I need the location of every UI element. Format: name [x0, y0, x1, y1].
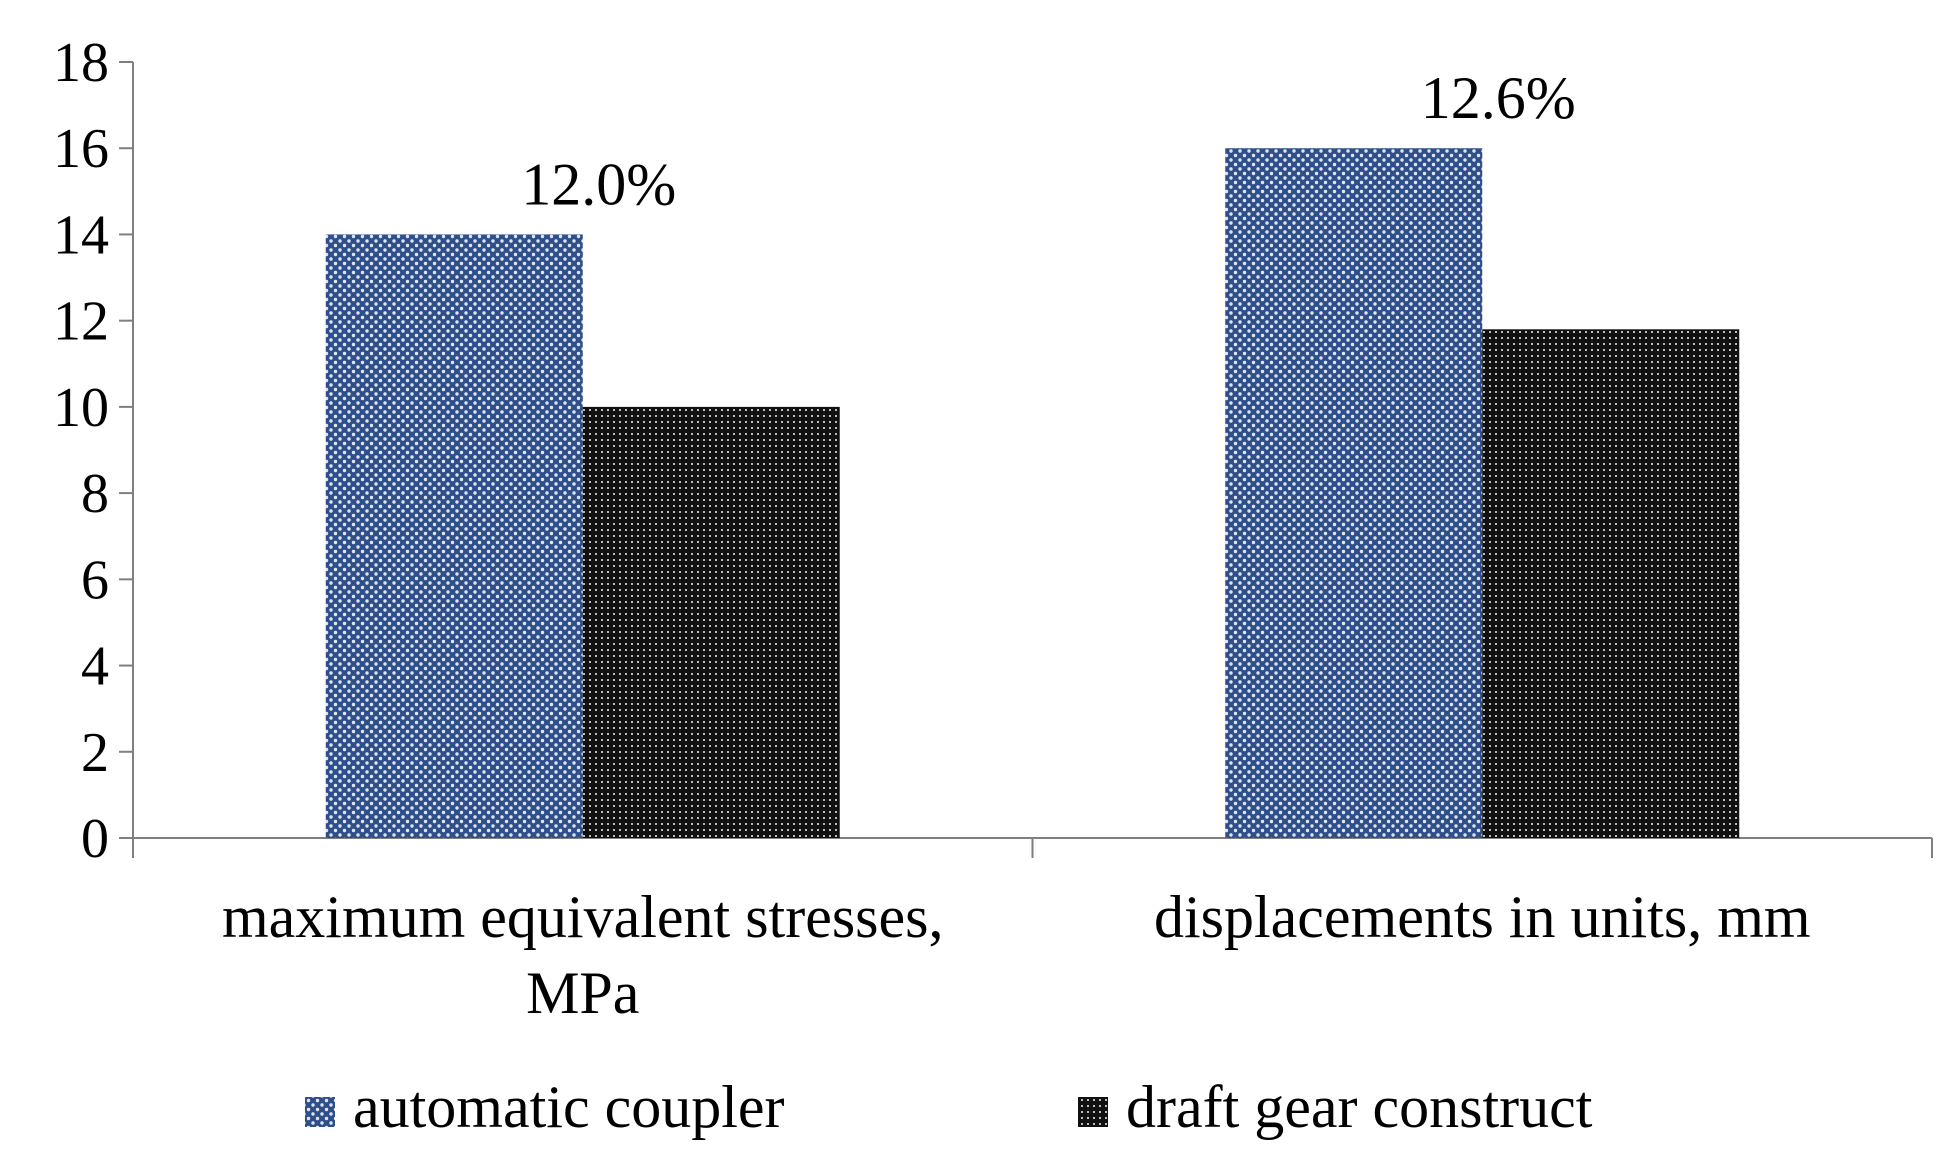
- legend: automatic coupler draft gear construct: [305, 1074, 1593, 1140]
- x-category-label: maximum equivalent stresses,: [222, 884, 944, 950]
- x-category-label: displacements in units, mm: [1154, 884, 1811, 950]
- y-tick-label: 14: [53, 204, 109, 266]
- y-tick-label: 12: [53, 291, 109, 353]
- legend-swatch: [1078, 1097, 1108, 1127]
- y-tick-label: 16: [53, 118, 109, 180]
- y-tick-label: 6: [81, 549, 109, 611]
- y-tick-label: 10: [53, 377, 109, 439]
- bar-automatic-coupler-0: [325, 234, 583, 838]
- y-tick-label: 8: [81, 463, 109, 525]
- labels: 0 2 4 6 8 10 12 14 16 18 maximum equivalent stress…: [53, 32, 1811, 1026]
- y-tick-label: 2: [81, 722, 109, 784]
- bar-automatic-coupler-1: [1225, 148, 1483, 838]
- x-category-label: MPa: [526, 960, 639, 1026]
- bars: [325, 148, 1740, 838]
- annotation-label: 12.0%: [521, 151, 676, 217]
- legend-label: automatic coupler: [353, 1074, 785, 1140]
- annotation-label: 12.6%: [1421, 65, 1576, 131]
- bar-draft-gear-construct-1: [1482, 329, 1740, 838]
- bar-draft-gear-construct-0: [582, 406, 840, 838]
- y-tick-label: 18: [53, 32, 109, 94]
- legend-swatch: [305, 1097, 335, 1127]
- y-tick-label: 4: [81, 636, 109, 698]
- y-tick-label: 0: [81, 808, 109, 870]
- legend-label: draft gear construct: [1126, 1074, 1593, 1140]
